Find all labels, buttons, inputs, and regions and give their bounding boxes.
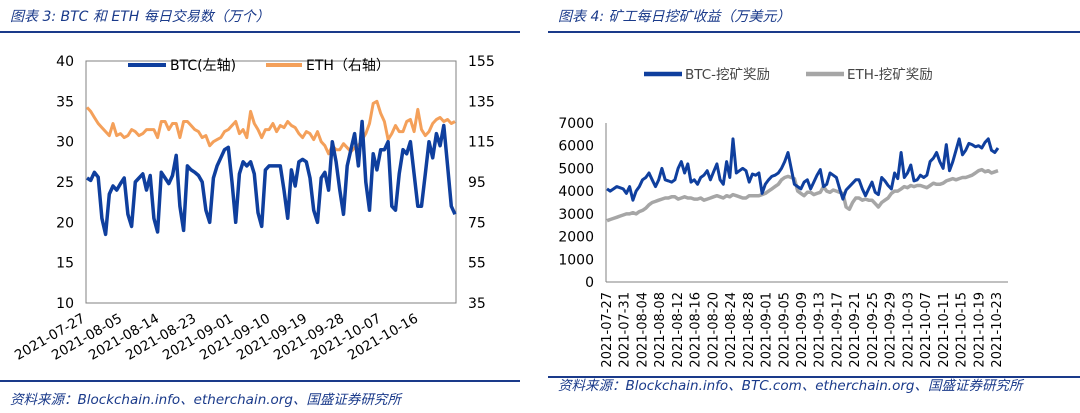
source-note: 资料来源：Blockchain.info、BTC.com、etherchain.…: [558, 378, 1023, 394]
y-right-tick-label: 95: [468, 175, 486, 191]
y-left-tick-label: 10: [56, 296, 74, 312]
x-tick-label: 2021-10-23: [990, 292, 1005, 368]
y-tick-label: 4000: [558, 184, 594, 200]
x-tick-label: 2021-10-03: [901, 292, 916, 368]
legend-label-btc: BTC-挖矿奖励: [685, 66, 770, 83]
source-rule: [548, 376, 1080, 378]
plot-frame: [85, 60, 457, 304]
y-tick-label: 3000: [558, 207, 594, 223]
x-tick-label: 2021-10-11: [937, 292, 952, 368]
x-tick-label: 2021-09-17: [830, 292, 845, 368]
x-tick-label: 2021-08-24: [724, 292, 739, 368]
chart-panel-miner-revenue: 图表 4: 矿工每日挖矿收益（万美元） 0 1000 2000 3000 4000 500…: [548, 0, 1080, 413]
chart-title: 图表 3: BTC 和 ETH 每日交易数（万个）: [10, 9, 270, 25]
x-tick-label: 2021-08-04: [635, 292, 650, 368]
legend-label-eth: ETH-挖矿奖励: [847, 66, 933, 83]
y-left-tick-label: 20: [56, 215, 74, 231]
y-tick-label: 7000: [558, 116, 594, 132]
y-tick-label: 6000: [558, 139, 594, 155]
x-tick-label: 2021-07-31: [618, 292, 633, 368]
x-tick-label: 2021-07-27: [600, 292, 615, 368]
x-tick-label: 2021-09-25: [866, 292, 881, 368]
source-rule: [0, 380, 520, 382]
x-tick-label: 2021-09-09: [795, 292, 810, 368]
x-tick-label: 2021-10-15: [955, 292, 970, 368]
legend-label-btc: BTC(左轴): [170, 58, 236, 74]
chart-title: 图表 4: 矿工每日挖矿收益（万美元）: [558, 9, 791, 25]
y-right-tick-label: 35: [468, 296, 486, 312]
x-tick-label: 2021-09-05: [777, 292, 792, 368]
x-tick-label: 2021-09-13: [813, 292, 828, 368]
y-tick-label: 5000: [558, 161, 594, 177]
y-right-tick-label: 135: [468, 94, 495, 110]
transactions-chart: 10152025303540355575951151351552021-07-2…: [12, 54, 495, 364]
y-right-tick-label: 115: [468, 135, 495, 151]
y-tick-label: 2000: [558, 230, 594, 246]
x-tick-label: 2021-09-29: [884, 292, 899, 368]
source-note: 资料来源：Blockchain.info、etherchain.org、国盛证券…: [10, 392, 401, 408]
x-tick-label: 2021-08-28: [742, 292, 757, 368]
btc-reward-series-line: [606, 137, 1000, 202]
legend-label-eth: ETH（右轴）: [306, 58, 390, 74]
x-tick-label: 2021-08-20: [706, 292, 721, 368]
chart-panel-btc-eth-transactions: 图表 3: BTC 和 ETH 每日交易数（万个） 10 15 20 25 30 35 40…: [0, 0, 520, 413]
y-left-tick-label: 40: [56, 54, 74, 70]
y-left-tick-label: 30: [56, 135, 74, 151]
y-right-tick-label: 75: [468, 215, 486, 231]
btc-series-line: [86, 119, 457, 237]
eth-series-line: [85, 99, 456, 156]
title-rule: [0, 31, 520, 33]
y-right-tick-label: 55: [468, 256, 486, 272]
x-tick-label: 2021-08-16: [689, 292, 704, 368]
x-tick-label: 2021-09-21: [848, 292, 863, 368]
title-rule: [548, 31, 1080, 33]
y-left-tick-label: 35: [56, 94, 74, 110]
x-tick-label: 2021-08-08: [653, 292, 668, 368]
y-left-tick-label: 15: [56, 256, 74, 272]
x-tick-label: 2021-08-12: [671, 292, 686, 368]
y-right-tick-label: 155: [468, 54, 495, 70]
x-tick-label: 2021-10-07: [919, 292, 934, 368]
y-tick-label: 0: [585, 275, 594, 291]
x-tick-label: 2021-10-19: [972, 292, 987, 368]
y-tick-label: 1000: [558, 252, 594, 268]
eth-reward-series-line: [606, 167, 999, 223]
x-tick-label: 2021-09-01: [760, 292, 775, 368]
y-left-tick-label: 25: [56, 175, 74, 191]
